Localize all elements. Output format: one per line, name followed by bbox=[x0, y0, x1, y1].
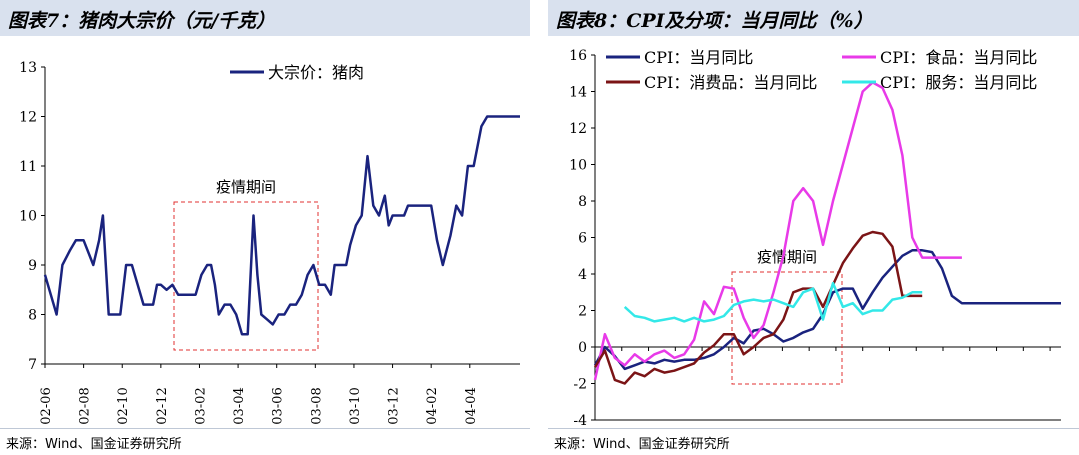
y-tick-label: 10 bbox=[569, 158, 587, 174]
legend-label: CPI：消费品：当月同比 bbox=[644, 73, 817, 92]
annotation-label: 疫情期间 bbox=[757, 248, 817, 266]
source-text: 来源：Wind、国金证券研究所 bbox=[554, 433, 730, 452]
y-tick-label: 12 bbox=[569, 121, 587, 137]
series-line bbox=[595, 82, 962, 380]
x-tick-label: 03-06 bbox=[271, 387, 286, 424]
y-tick-label: 8 bbox=[578, 194, 587, 210]
chart-title-bar: 图表8：CPI及分项：当月同比（%） bbox=[548, 0, 1079, 37]
legend-label: CPI：食品：当月同比 bbox=[880, 48, 1037, 67]
x-tick-label: 04-04 bbox=[464, 387, 479, 424]
left-chart-panel: 图表7：猪肉大宗价（元/千克） 7 8 9 10 11 12 13 02-06 02-08 02-… bbox=[0, 0, 530, 455]
x-tick-label: 02-10 bbox=[116, 387, 131, 424]
x-tick-label: 03-04 bbox=[232, 387, 247, 424]
y-tick-label: 12 bbox=[19, 110, 37, 126]
x-tick-label: 02-12 bbox=[155, 387, 170, 424]
chart-title: 图表8：CPI及分项：当月同比（%） bbox=[556, 6, 873, 33]
chart-title: 图表7：猪肉大宗价（元/千克） bbox=[8, 6, 275, 33]
pork-price-chart: 7 8 9 10 11 12 13 02-06 02-08 02-10 02-12 03-02 03-0… bbox=[0, 37, 530, 429]
series-line bbox=[45, 117, 520, 335]
legend-label: CPI：服务：当月同比 bbox=[880, 73, 1037, 92]
y-tick-label: 13 bbox=[19, 60, 37, 76]
y-tick-label: -2 bbox=[573, 377, 587, 393]
y-tick-label: 8 bbox=[28, 308, 37, 324]
x-tick-label: 03-08 bbox=[309, 387, 324, 424]
legend-label: CPI：当月同比 bbox=[644, 48, 753, 67]
y-tick-label: 16 bbox=[569, 48, 587, 64]
y-tick-label: 14 bbox=[569, 85, 587, 101]
x-tick-label: 03-12 bbox=[387, 387, 402, 424]
cpi-chart: -4-2024681012141602-0102-0302-0502-0702-… bbox=[548, 37, 1079, 429]
annotation-box bbox=[174, 202, 318, 350]
x-tick-label: 02-08 bbox=[78, 387, 93, 424]
y-tick-label: 6 bbox=[578, 231, 587, 247]
y-tick-label: 9 bbox=[28, 258, 37, 274]
y-tick-label: 7 bbox=[28, 357, 37, 373]
x-tick-label: 02-06 bbox=[39, 387, 54, 424]
source-text: 来源：Wind、国金证券研究所 bbox=[6, 433, 182, 452]
y-tick-label: 11 bbox=[19, 159, 37, 175]
chart-title-bar: 图表7：猪肉大宗价（元/千克） bbox=[0, 0, 530, 37]
y-tick-label: 10 bbox=[19, 209, 37, 225]
right-chart-panel: 图表8：CPI及分项：当月同比（%） -4-2024681012141602-0… bbox=[548, 0, 1079, 455]
source-footer: 来源：Wind、国金证券研究所 bbox=[548, 428, 1079, 455]
legend-label: 大宗价：猪肉 bbox=[268, 63, 364, 82]
x-tick-label: 04-02 bbox=[425, 387, 440, 424]
y-tick-label: -4 bbox=[573, 413, 587, 429]
y-tick-label: 0 bbox=[578, 340, 587, 356]
y-tick-label: 4 bbox=[578, 267, 587, 283]
y-tick-label: 2 bbox=[578, 304, 587, 320]
source-footer: 来源：Wind、国金证券研究所 bbox=[0, 428, 530, 455]
x-tick-label: 03-02 bbox=[193, 387, 208, 424]
annotation-label: 疫情期间 bbox=[216, 178, 276, 196]
x-tick-label: 03-10 bbox=[348, 387, 363, 424]
